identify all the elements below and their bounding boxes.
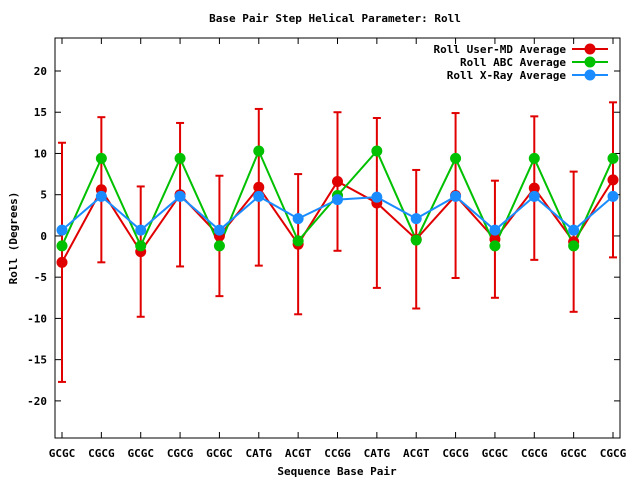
chart-title: Base Pair Step Helical Parameter: Roll [209, 12, 461, 25]
series-3-point [607, 190, 619, 202]
series-2-point [56, 240, 68, 252]
y-axis: -20 -15 -10 -5 0 5 10 15 20 [27, 65, 620, 408]
series-3-point [410, 213, 422, 225]
series-3-point [332, 194, 343, 206]
series-1-point [607, 174, 619, 186]
series-3-point [568, 224, 580, 236]
series-1-point [332, 176, 343, 188]
series-2-point [607, 152, 619, 164]
legend-label: Roll User-MD Average [434, 43, 567, 56]
series-2-point [528, 152, 540, 164]
y-tick-label: -5 [34, 271, 47, 284]
y-tick-label: -20 [27, 395, 47, 408]
series-3-point [371, 191, 383, 203]
series-3-point [528, 190, 540, 202]
x-tick-label: CATG [246, 447, 273, 460]
series-2-point [174, 152, 186, 164]
series-3-point [95, 190, 107, 202]
y-tick-label: -15 [27, 354, 47, 367]
x-tick-label: ACGT [285, 447, 312, 460]
series-3-point [174, 190, 186, 202]
series-points [56, 145, 619, 268]
x-tick-label: ACGT [403, 447, 430, 460]
y-tick-label: 5 [40, 189, 47, 202]
y-tick-label: 10 [34, 147, 47, 160]
series-3-point [489, 224, 501, 236]
series-3-point [292, 213, 304, 225]
series-3-point [135, 224, 147, 236]
series-2-point [95, 152, 107, 164]
series-2-point [568, 240, 580, 252]
y-tick-label: 0 [40, 230, 47, 243]
x-tick-label: CGCG [167, 447, 194, 460]
series-3-point [56, 224, 68, 236]
legend-marker [584, 69, 596, 81]
series-2-point [135, 240, 147, 252]
y-tick-label: -10 [27, 312, 47, 325]
x-tick-label: GCGC [482, 447, 509, 460]
x-tick-label: GCGC [206, 447, 233, 460]
x-tick-label: GCGC [127, 447, 154, 460]
y-axis-label: Roll (Degrees) [7, 192, 20, 285]
series-2-point [213, 240, 225, 252]
series-2-point [410, 234, 422, 246]
x-tick-label: GCGC [560, 447, 587, 460]
x-tick-label: GCGC [49, 447, 76, 460]
series-1-point [56, 256, 68, 268]
series-2-point [253, 145, 265, 157]
x-tick-label: CGCG [521, 447, 548, 460]
series-1-point [528, 182, 540, 194]
series-2-point [292, 235, 304, 247]
x-tick-label: CGCG [88, 447, 115, 460]
x-tick-label: CATG [364, 447, 391, 460]
series-3-point [253, 190, 265, 202]
x-tick-label: CGCG [442, 447, 469, 460]
y-tick-label: 15 [34, 106, 47, 119]
x-axis-label: Sequence Base Pair [277, 465, 397, 478]
x-tick-label: CGCG [600, 447, 627, 460]
y-tick-label: 20 [34, 65, 47, 78]
x-tick-label: CCGG [324, 447, 351, 460]
legend-marker [584, 43, 596, 55]
series-3-point [450, 190, 462, 202]
series-3-point [213, 224, 225, 236]
series-1-point [253, 181, 265, 193]
legend-label: Roll ABC Average [460, 56, 566, 69]
legend-marker [584, 56, 596, 68]
series-2-point [489, 240, 501, 252]
series-2-point [450, 152, 462, 164]
series-2-point [371, 145, 383, 157]
x-axis: GCGC CGCG GCGC CGCG GCGC CATG ACGT CCGG CATG ACGT… [49, 38, 627, 460]
legend-label: Roll X-Ray Average [447, 69, 567, 82]
